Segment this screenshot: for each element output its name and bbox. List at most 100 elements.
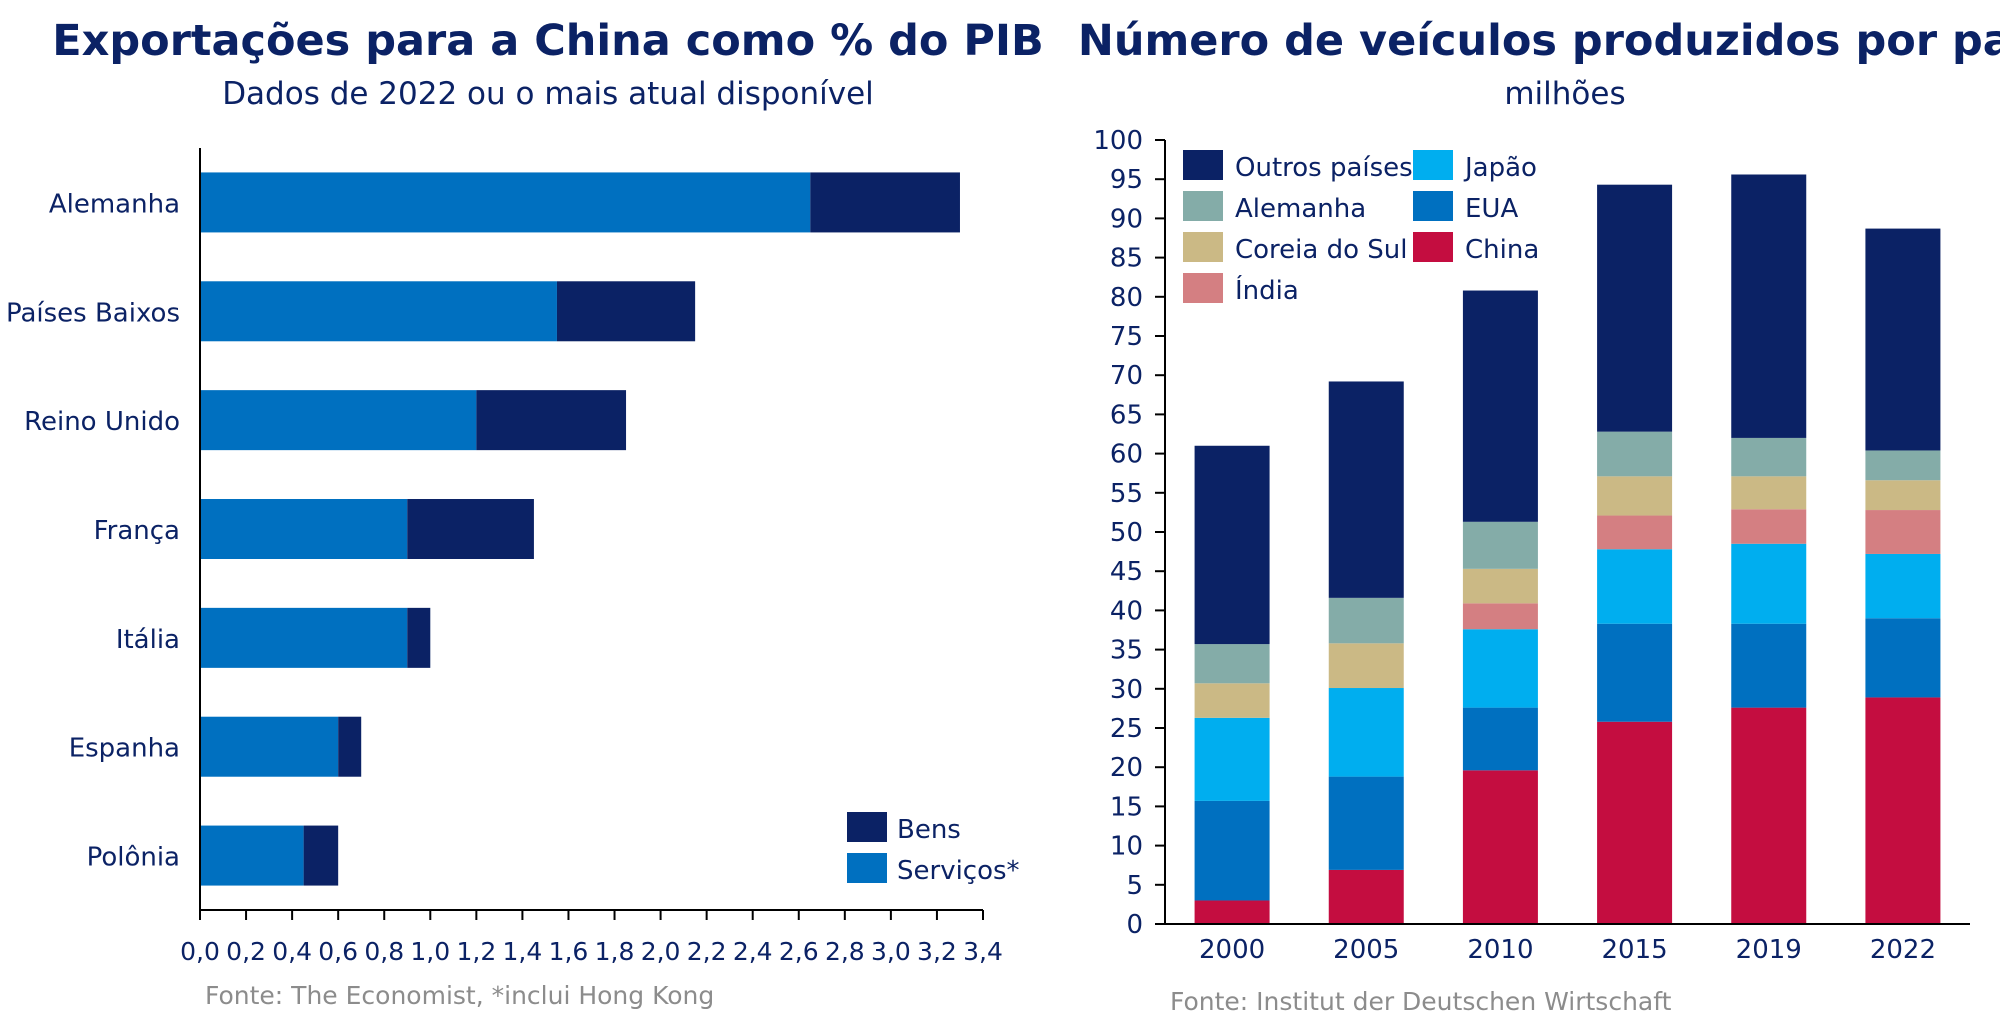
y-tick-label: 65 bbox=[1110, 400, 1143, 430]
bar-países-baixos-servicos bbox=[200, 281, 557, 342]
category-label: Espanha bbox=[69, 734, 180, 764]
bar-2019-coreia-do-sul bbox=[1731, 476, 1807, 510]
bar-2000-alemanha bbox=[1194, 644, 1270, 684]
category-label: Alemanha bbox=[49, 189, 180, 219]
x-tick-label: 2005 bbox=[1333, 935, 1399, 965]
bar-2019-japão bbox=[1731, 543, 1807, 624]
left-legend: Bens Serviços* bbox=[847, 812, 1020, 886]
x-tick-label: 1,6 bbox=[549, 937, 589, 966]
bar-reino-unido-servicos bbox=[200, 390, 477, 451]
x-tick-label: 2,8 bbox=[825, 937, 865, 966]
legend-swatch bbox=[1413, 150, 1453, 180]
bar-2022-eua bbox=[1865, 618, 1941, 698]
y-tick-label: 25 bbox=[1110, 714, 1143, 744]
x-tick-label: 2,2 bbox=[687, 937, 727, 966]
y-tick-label: 5 bbox=[1126, 871, 1143, 901]
legend-swatch bbox=[1183, 232, 1223, 262]
left-chart: Exportações para a China como % do PIB D… bbox=[6, 16, 1044, 1010]
left-source-note: Fonte: The Economist, *inclui Hong Kong bbox=[205, 981, 714, 1010]
bar-2019-alemanha bbox=[1731, 437, 1807, 477]
x-tick-label: 2000 bbox=[1199, 935, 1265, 965]
bar-2010-japão bbox=[1462, 629, 1538, 708]
bar-espanha-servicos bbox=[200, 716, 339, 777]
bar-itália-bens bbox=[407, 607, 431, 668]
category-label: Reino Unido bbox=[24, 407, 180, 437]
legend-label: Serviços* bbox=[897, 856, 1020, 886]
x-tick-label: 3,0 bbox=[871, 937, 911, 966]
right-bars bbox=[1194, 174, 1941, 924]
bar-2022-china bbox=[1865, 697, 1941, 924]
right-x-tick-labels: 2000 2005 2010 2015 2019 2022 bbox=[1199, 935, 1936, 965]
x-tick-label: 2015 bbox=[1601, 935, 1667, 965]
legend-swatch bbox=[847, 853, 887, 883]
x-tick-label: 0,6 bbox=[318, 937, 358, 966]
bar-2015-outros-países bbox=[1597, 184, 1673, 432]
y-tick-label: 20 bbox=[1110, 753, 1143, 783]
bar-2022-coreia-do-sul bbox=[1865, 480, 1941, 511]
y-tick-label: 70 bbox=[1110, 361, 1143, 391]
y-tick-label: 100 bbox=[1093, 126, 1143, 156]
bar-2005-japão bbox=[1328, 688, 1404, 777]
bar-2010-outros-países bbox=[1462, 290, 1538, 522]
x-tick-label: 1,2 bbox=[456, 937, 496, 966]
x-tick-label: 2,4 bbox=[733, 937, 773, 966]
bar-2000-coreia-do-sul bbox=[1194, 683, 1270, 718]
right-chart-title: Número de veículos produzidos por país bbox=[1078, 16, 2000, 66]
legend-label: Índia bbox=[1235, 274, 1299, 306]
x-tick-label: 1,0 bbox=[410, 937, 450, 966]
left-x-tick-labels: 0,0 0,2 0,4 0,6 0,8 1,0 1,2 1,4 1,6 1,8 2,0 2,2 2,4 2… bbox=[180, 937, 1003, 966]
legend-swatch bbox=[847, 812, 887, 842]
bar-frança-servicos bbox=[200, 499, 408, 559]
bar-2010-china bbox=[1462, 770, 1538, 924]
bar-2015-japão bbox=[1597, 549, 1673, 624]
legend-label: Alemanha bbox=[1235, 194, 1366, 224]
y-tick-label: 30 bbox=[1110, 675, 1143, 705]
legend-label: Japão bbox=[1463, 153, 1537, 183]
x-tick-label: 1,8 bbox=[595, 937, 635, 966]
bar-2010-coreia-do-sul bbox=[1462, 568, 1538, 604]
x-tick-label: 2,6 bbox=[779, 937, 819, 966]
bar-2010-alemanha bbox=[1462, 521, 1538, 569]
bar-frança-bens bbox=[407, 499, 534, 559]
bar-2022-alemanha bbox=[1865, 450, 1941, 481]
bar-2019-eua bbox=[1731, 623, 1807, 708]
x-tick-label: 0,8 bbox=[364, 937, 404, 966]
y-tick-label: 50 bbox=[1110, 518, 1143, 548]
bar-2022-japão bbox=[1865, 553, 1941, 619]
bar-2019-outros-países bbox=[1731, 174, 1807, 438]
bar-2005-alemanha bbox=[1328, 597, 1404, 644]
bar-2000-japão bbox=[1194, 717, 1270, 801]
y-tick-label: 40 bbox=[1110, 596, 1143, 626]
y-tick-label: 90 bbox=[1110, 204, 1143, 234]
legend-swatch bbox=[1183, 273, 1223, 303]
left-category-labels: Alemanha Países Baixos Reino Unido França It… bbox=[6, 189, 180, 872]
bar-2000-china bbox=[1194, 900, 1270, 924]
bar-reino-unido-bens bbox=[476, 390, 627, 451]
right-y-tick-labels: 0 5 10 15 20 25 30 35 40 45 50 55 60 65 70 75 80 85 90 95 10… bbox=[1093, 126, 1143, 940]
y-tick-label: 10 bbox=[1110, 832, 1143, 862]
right-legend: Outros países Alemanha Coreia do Sul Índia J… bbox=[1183, 150, 1539, 306]
category-label: Polônia bbox=[87, 843, 180, 873]
bar-2019-china bbox=[1731, 707, 1807, 924]
bar-2005-china bbox=[1328, 869, 1404, 924]
x-tick-label: 0,4 bbox=[272, 937, 312, 966]
right-axes bbox=[1155, 139, 1970, 925]
left-axes bbox=[199, 148, 984, 920]
bar-2015-coreia-do-sul bbox=[1597, 476, 1673, 516]
bar-itália-servicos bbox=[200, 607, 408, 668]
x-tick-label: 0,2 bbox=[226, 937, 266, 966]
x-tick-label: 0,0 bbox=[180, 937, 220, 966]
left-chart-subtitle: Dados de 2022 ou o mais atual disponível bbox=[222, 76, 874, 112]
y-tick-label: 80 bbox=[1110, 283, 1143, 313]
bar-2015-índia bbox=[1597, 515, 1673, 550]
bar-espanha-bens bbox=[338, 716, 362, 777]
bar-2022-outros-países bbox=[1865, 228, 1941, 451]
y-tick-label: 45 bbox=[1110, 557, 1143, 587]
x-tick-label: 2022 bbox=[1870, 935, 1936, 965]
legend-label: China bbox=[1465, 235, 1539, 265]
bar-polônia-bens bbox=[303, 825, 339, 886]
bar-2010-índia bbox=[1462, 603, 1538, 630]
y-tick-label: 35 bbox=[1110, 636, 1143, 666]
bar-países-baixos-bens bbox=[556, 281, 696, 342]
